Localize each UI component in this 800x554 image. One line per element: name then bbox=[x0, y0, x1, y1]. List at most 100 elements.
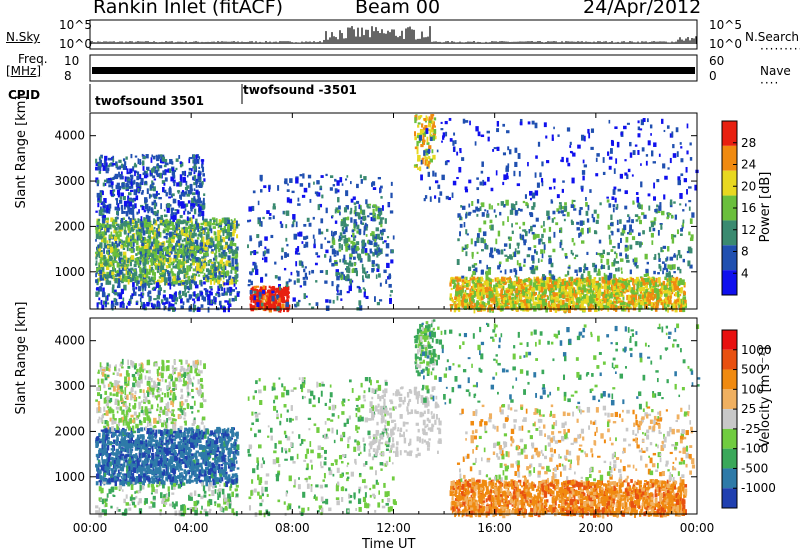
range-cell bbox=[249, 251, 252, 256]
range-cell bbox=[673, 280, 677, 286]
range-cell bbox=[139, 249, 143, 255]
range-cell bbox=[130, 248, 134, 254]
range-cell bbox=[154, 229, 156, 234]
range-cell bbox=[577, 304, 580, 309]
range-cell bbox=[153, 219, 156, 224]
range-cell bbox=[663, 303, 666, 309]
range-cell bbox=[529, 303, 533, 306]
range-cell bbox=[255, 285, 260, 288]
range-cell bbox=[662, 245, 667, 249]
range-cell bbox=[559, 283, 562, 289]
range-cell bbox=[433, 125, 437, 128]
range-cell bbox=[510, 290, 514, 296]
range-cell bbox=[161, 270, 165, 273]
range-cell bbox=[633, 304, 637, 308]
range-cell bbox=[633, 279, 636, 283]
range-cell bbox=[390, 181, 393, 186]
range-cell bbox=[116, 273, 121, 277]
range-cell bbox=[125, 210, 129, 217]
range-cell bbox=[337, 197, 340, 203]
range-cell bbox=[432, 132, 436, 136]
range-cell bbox=[656, 293, 660, 300]
range-cell bbox=[453, 307, 457, 313]
range-cell bbox=[614, 307, 618, 312]
range-cell bbox=[168, 196, 172, 199]
range-cell bbox=[286, 189, 290, 192]
range-cell bbox=[512, 286, 516, 292]
range-cell bbox=[226, 279, 230, 284]
range-cell bbox=[148, 296, 151, 302]
range-cell bbox=[665, 289, 669, 295]
range-cell bbox=[163, 182, 166, 186]
beam-title: Beam 00 bbox=[355, 0, 441, 18]
range-cell bbox=[356, 253, 361, 259]
range-cell bbox=[476, 233, 480, 239]
range-cell bbox=[109, 261, 114, 267]
range-cell bbox=[652, 277, 656, 281]
range-cell bbox=[303, 244, 306, 249]
range-cell bbox=[230, 225, 232, 231]
range-cell bbox=[219, 239, 223, 243]
range-cell bbox=[158, 196, 162, 200]
range-cell bbox=[147, 230, 152, 235]
range-cell bbox=[668, 281, 672, 287]
range-cell bbox=[303, 280, 307, 286]
range-cell bbox=[636, 288, 639, 294]
range-cell bbox=[449, 303, 454, 307]
range-cell bbox=[432, 135, 436, 141]
range-cell bbox=[627, 280, 631, 284]
range-cell bbox=[270, 234, 274, 239]
range-cell bbox=[111, 259, 115, 264]
range-cell bbox=[664, 293, 668, 297]
range-cell bbox=[487, 277, 491, 283]
range-cell bbox=[613, 296, 616, 299]
range-cell bbox=[197, 203, 200, 207]
range-cell bbox=[425, 150, 429, 156]
range-cell bbox=[450, 287, 453, 291]
range-cell bbox=[357, 213, 361, 218]
range-cell bbox=[678, 303, 681, 308]
range-cell bbox=[180, 191, 184, 197]
range-cell bbox=[118, 185, 122, 191]
range-cell bbox=[461, 279, 465, 283]
range-cell bbox=[101, 274, 104, 281]
range-cell bbox=[655, 277, 658, 284]
range-cell bbox=[220, 266, 223, 270]
range-cell bbox=[257, 200, 260, 206]
range-cell bbox=[203, 272, 206, 279]
range-cell bbox=[465, 304, 469, 309]
range-cell bbox=[422, 140, 426, 145]
range-cell bbox=[198, 166, 201, 169]
range-cell bbox=[137, 158, 140, 165]
range-cell bbox=[652, 280, 657, 287]
range-cell bbox=[207, 306, 210, 313]
range-cell bbox=[223, 247, 226, 250]
range-cell bbox=[144, 282, 147, 289]
range-cell bbox=[107, 302, 110, 305]
range-cell bbox=[556, 297, 560, 302]
range-cell bbox=[194, 250, 197, 257]
range-cell bbox=[202, 197, 205, 204]
range-cell bbox=[140, 192, 144, 195]
range-cell bbox=[118, 238, 122, 244]
range-cell bbox=[476, 300, 479, 306]
range-cell bbox=[114, 206, 118, 211]
range-cell bbox=[123, 266, 127, 270]
range-cell bbox=[369, 248, 372, 253]
range-cell bbox=[417, 158, 421, 162]
range-cell bbox=[157, 249, 160, 255]
range-cell bbox=[370, 182, 374, 187]
range-cell bbox=[195, 266, 200, 273]
range-cell bbox=[128, 241, 132, 245]
range-cell bbox=[507, 292, 511, 295]
range-cell bbox=[336, 180, 340, 186]
range-cell bbox=[139, 233, 143, 239]
range-cell bbox=[417, 124, 420, 128]
range-cell bbox=[301, 194, 306, 198]
range-cell bbox=[543, 298, 548, 303]
range-cell bbox=[342, 217, 347, 224]
range-cell bbox=[197, 173, 201, 176]
range-cell bbox=[156, 270, 160, 273]
range-cell bbox=[538, 291, 541, 296]
range-cell bbox=[219, 242, 222, 249]
